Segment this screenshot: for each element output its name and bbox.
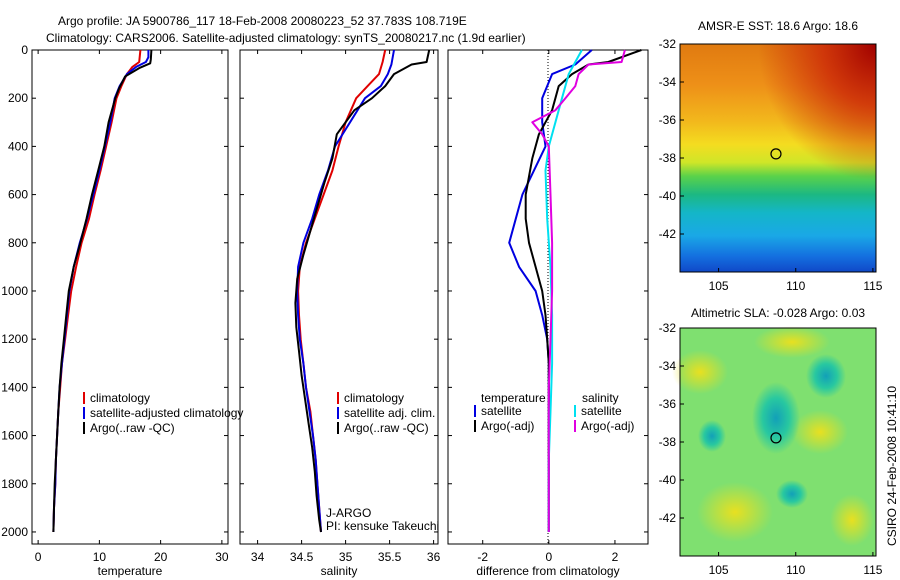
map-y-tick-label: -40 <box>659 189 677 203</box>
argo-position-marker <box>770 432 782 444</box>
temperature-axis-label: temperature <box>98 564 163 578</box>
x-tick-label: 34 <box>251 550 265 564</box>
legend-label-temperature-satellite: satellite <box>481 404 522 418</box>
temperature-panel <box>31 49 229 545</box>
legend-label-argo: Argo(..raw -QC) <box>90 421 175 435</box>
sla-map-title: Altimetric SLA: -0.028 Argo: 0.03 <box>691 306 865 320</box>
credit-pi: PI: kensuke Takeuchi <box>326 519 439 533</box>
legend-label-climatology: climatology <box>90 391 150 405</box>
y-tick-label: 400 <box>8 139 28 153</box>
y-tick-label: 1400 <box>1 380 28 394</box>
map-x-tick-label: 115 <box>863 563 882 577</box>
figure-title-line2: Climatology: CARS2006. Satellite-adjuste… <box>46 31 526 45</box>
timestamp-label: CSIRO 24-Feb-2008 10:41:10 <box>885 386 899 546</box>
sla-map-features <box>672 326 874 546</box>
map-y-tick-label: -38 <box>659 435 677 449</box>
sla-yellow-blob <box>754 326 830 358</box>
legend-label-climatology: climatology <box>344 391 404 405</box>
figure-title-line1: Argo profile: JA 5900786_117 18-Feb-2008… <box>58 14 467 28</box>
x-tick-label: 36 <box>427 550 441 564</box>
salinity-panel <box>239 49 439 545</box>
sla-map-ticks: 105 110 115 -32 -34 -36 -38 -40 -42 <box>659 321 883 577</box>
credit-program: J-ARGO <box>326 506 371 520</box>
map-x-tick-label: 105 <box>709 563 729 577</box>
map-x-tick-label: 110 <box>786 279 805 293</box>
x-tick-label: 34.5 <box>290 550 314 564</box>
axis-ticks: 0 10 20 30020040060080010001200140016001800… <box>1 43 648 564</box>
x-tick-label: 30 <box>215 550 229 564</box>
y-tick-label: 1000 <box>1 284 28 298</box>
map-y-tick-label: -34 <box>659 75 677 89</box>
sst-map-title: AMSR-E SST: 18.6 Argo: 18.6 <box>698 19 858 33</box>
salinity-axis-label: salinity <box>321 564 358 578</box>
legend-label-temperature-argo: Argo(-adj) <box>481 419 534 433</box>
map-x-tick-label: 115 <box>863 279 882 293</box>
y-tick-label: 2000 <box>1 525 28 539</box>
x-tick-label: 35.5 <box>378 550 402 564</box>
sla-yellow-blob <box>830 494 874 546</box>
profile-line <box>294 49 431 533</box>
map-y-tick-label: -42 <box>659 227 677 241</box>
y-tick-label: 200 <box>8 91 28 105</box>
sla-cool-eddy <box>806 354 846 398</box>
map-y-tick-label: -32 <box>659 37 677 51</box>
y-tick-label: 1800 <box>1 477 28 491</box>
map-x-tick-label: 105 <box>709 279 729 293</box>
legend-label-salinity-satellite: satellite <box>581 404 622 418</box>
x-tick-label: -2 <box>477 550 488 564</box>
sla-yellow-blob <box>672 350 728 394</box>
y-tick-label: 0 <box>21 43 28 57</box>
sst-map-ticks: 105 110 115 -32 -34 -36 -38 -40 -42 <box>659 37 883 293</box>
y-tick-label: 1200 <box>1 332 28 346</box>
legend-label-satellite: satellite adj. clim. <box>344 406 435 420</box>
argo-position-marker <box>770 148 782 160</box>
sla-cool-eddy <box>752 382 800 454</box>
x-tick-label: 0 <box>35 550 42 564</box>
salinity-legend: climatology satellite adj. clim. Argo(..… <box>337 391 435 435</box>
sla-yellow-blob <box>697 482 773 542</box>
y-tick-label: 800 <box>8 236 28 250</box>
y-tick-label: 1600 <box>1 429 28 443</box>
profile-lines <box>52 49 642 533</box>
profile-line <box>296 49 395 533</box>
x-tick-label: 10 <box>93 550 107 564</box>
temperature-legend: climatology satellite-adjusted climatolo… <box>83 391 243 435</box>
map-y-tick-label: -36 <box>659 397 677 411</box>
map-x-tick-label: 110 <box>786 563 805 577</box>
x-tick-label: 0 <box>545 550 552 564</box>
legend-heading-salinity: salinity <box>582 391 619 405</box>
map-y-tick-label: -40 <box>659 473 677 487</box>
profile-line <box>52 49 153 533</box>
x-tick-label: 35 <box>339 550 353 564</box>
sla-yellow-blob <box>792 410 848 454</box>
map-y-tick-label: -36 <box>659 113 677 127</box>
map-y-tick-label: -42 <box>659 511 677 525</box>
difference-axis-label: difference from climatology <box>476 564 619 578</box>
y-tick-label: 600 <box>8 188 28 202</box>
x-tick-label: 20 <box>154 550 168 564</box>
sla-cool-eddy <box>698 420 726 452</box>
legend-heading-temperature: temperature <box>481 391 546 405</box>
difference-legend: temperature satellite Argo(-adj) salinit… <box>474 391 634 433</box>
map-y-tick-label: -32 <box>659 321 677 335</box>
legend-label-satellite: satellite-adjusted climatology <box>90 406 243 420</box>
profile-line <box>544 49 583 532</box>
legend-label-salinity-argo: Argo(-adj) <box>581 419 634 433</box>
legend-label-argo: Argo(..raw -QC) <box>344 421 429 435</box>
profile-line <box>531 49 626 532</box>
map-y-tick-label: -38 <box>659 151 677 165</box>
sla-cool-eddy <box>776 480 808 508</box>
x-tick-label: 2 <box>612 550 619 564</box>
map-y-tick-label: -34 <box>659 359 677 373</box>
